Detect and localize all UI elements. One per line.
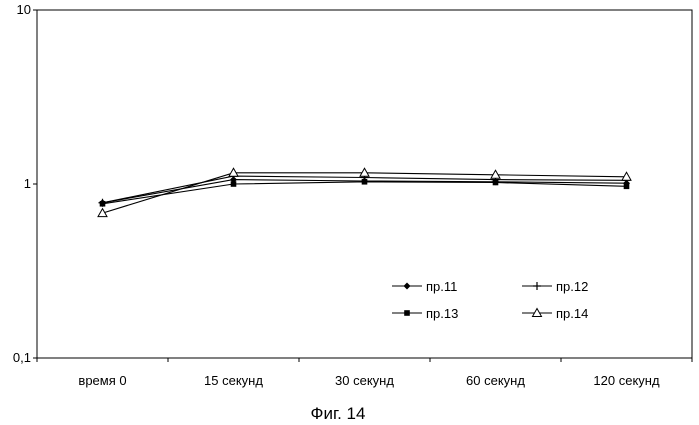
data-point [231, 181, 237, 187]
legend-label: пр.12 [556, 279, 588, 294]
legend-label: пр.13 [426, 306, 458, 321]
x-tick-label: время 0 [78, 373, 126, 388]
x-tick-label: 60 секунд [466, 373, 525, 388]
y-tick-label: 10 [17, 2, 31, 17]
legend-label: пр.14 [556, 306, 588, 321]
y-axis: 0,1 1 10 [13, 2, 37, 365]
data-point [362, 179, 368, 185]
legend-label: пр.11 [426, 279, 457, 294]
legend-marker [404, 310, 410, 316]
x-tick-label: 120 секунд [593, 373, 660, 388]
data-point [624, 184, 630, 190]
figure-caption: Фиг. 14 [311, 404, 366, 423]
x-tick-label: 30 секунд [335, 373, 394, 388]
y-tick-label: 0,1 [13, 350, 31, 365]
x-axis: время 0 15 секунд 30 секунд 60 секунд 120 се… [37, 358, 692, 388]
data-point [100, 201, 106, 207]
y-tick-label: 1 [24, 176, 31, 191]
data-point [493, 180, 499, 186]
x-tick-label: 15 секунд [204, 373, 263, 388]
